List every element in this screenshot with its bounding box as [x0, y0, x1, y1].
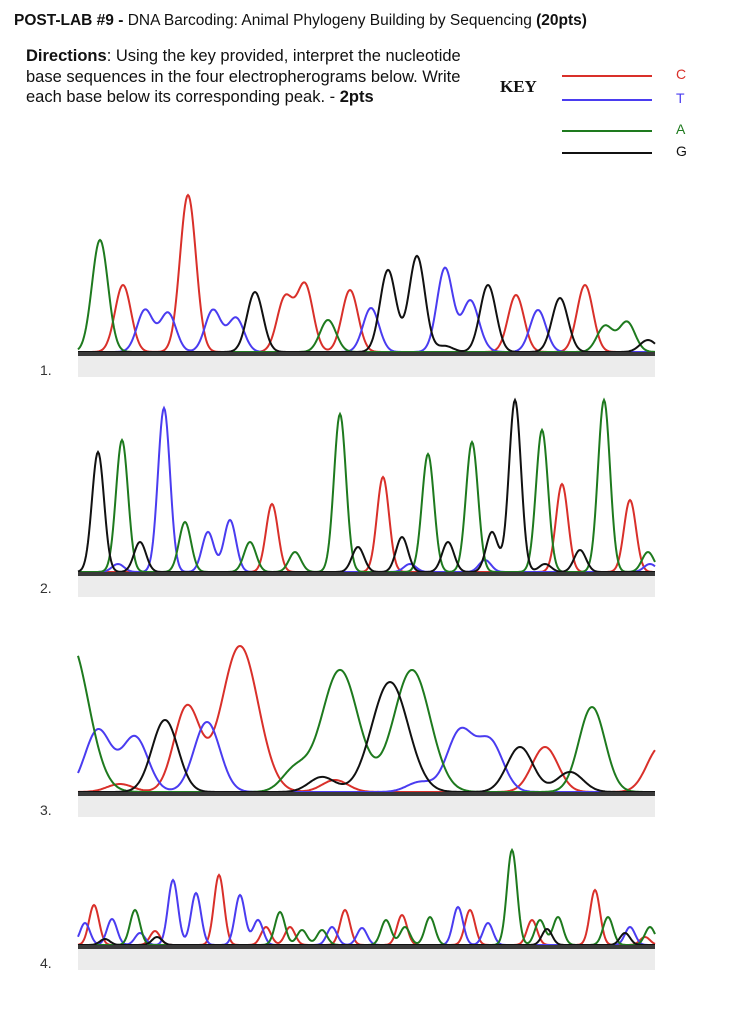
panel-4-trace-t — [77, 878, 655, 946]
panel-1-baseline — [78, 352, 655, 356]
panel-number-3: 3. — [40, 802, 52, 818]
panel-3-trace-g — [78, 680, 655, 793]
title-text: DNA Barcoding: Animal Phylogeny Building… — [123, 12, 537, 29]
panel-1-trace-a — [77, 238, 655, 353]
panel-2-trace-t — [78, 405, 656, 573]
directions-points: 2pts — [339, 88, 374, 106]
panel-3-trace-t — [77, 720, 655, 793]
key-line-a — [562, 130, 652, 132]
panel-2-baseline — [78, 572, 655, 576]
directions-text: : Using the key provided, interpret the … — [26, 47, 461, 106]
directions: Directions: Using the key provided, inte… — [26, 46, 466, 108]
key-line-t — [562, 99, 652, 101]
panel-1-trace-c — [78, 193, 655, 353]
panel-4-band — [78, 948, 655, 970]
panel-2-trace-g — [77, 397, 655, 573]
panel-4-baseline — [78, 945, 655, 949]
lab-label: POST-LAB #9 - — [14, 12, 124, 29]
panel-2-trace-c — [78, 475, 655, 573]
key-line-g — [562, 152, 652, 154]
panel-number-4: 4. — [40, 955, 52, 971]
page-title: POST-LAB #9 - DNA Barcoding: Animal Phyl… — [14, 12, 587, 30]
panel-1-trace-t — [78, 266, 655, 353]
key-letter-g: G — [676, 143, 687, 159]
panel-number-1: 1. — [40, 362, 52, 378]
key-line-c — [562, 75, 652, 77]
directions-label: Directions — [26, 47, 107, 65]
panel-2-trace-a — [78, 397, 656, 573]
panel-1-band — [78, 355, 655, 377]
panel-3-baseline — [78, 792, 655, 796]
panel-number-2: 2. — [40, 580, 52, 596]
key-letter-a: A — [676, 121, 686, 137]
key-letter-c: C — [676, 66, 687, 82]
panel-2-band — [78, 575, 655, 597]
panel-3-band — [78, 795, 655, 817]
title-points: (20pts) — [536, 12, 587, 29]
key-label: KEY — [500, 77, 537, 96]
panel-1-trace-g — [78, 254, 656, 353]
key-letter-t: T — [676, 90, 685, 106]
panel-3-trace-c — [77, 644, 656, 793]
